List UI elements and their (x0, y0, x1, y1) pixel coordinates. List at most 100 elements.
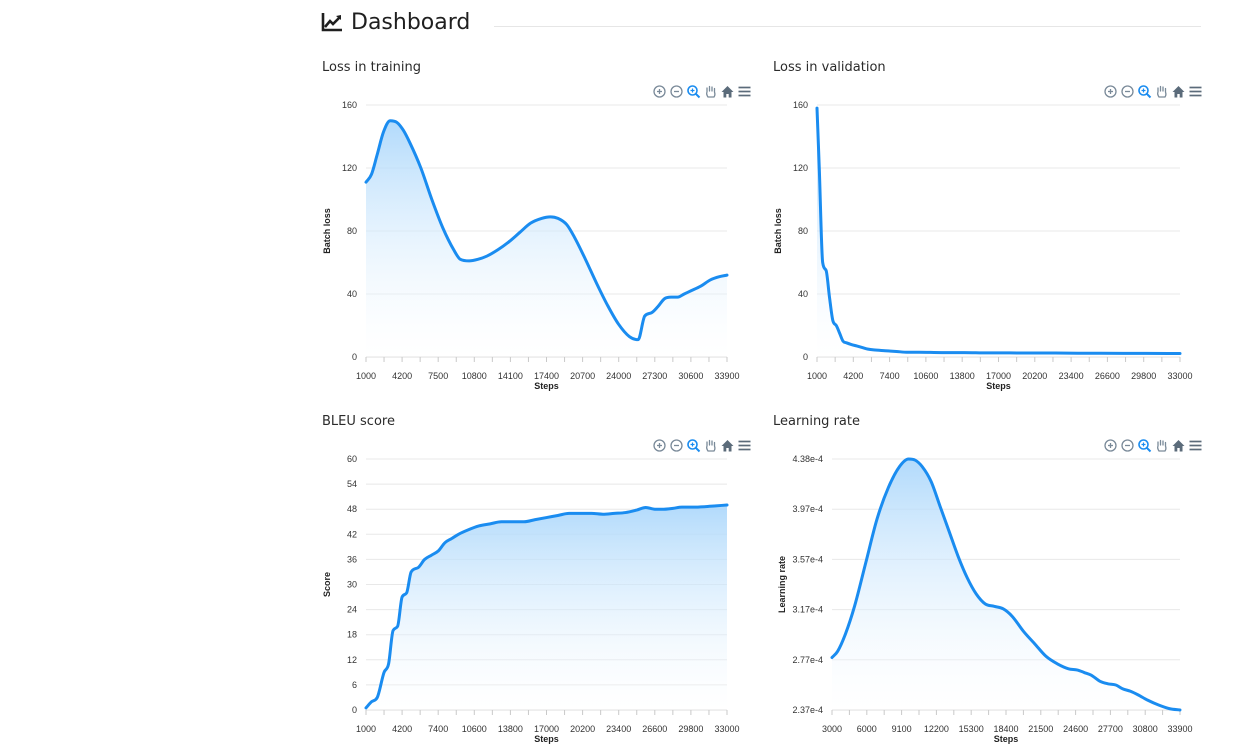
x-tick-label: 26600 (1095, 371, 1120, 381)
chart-toolbar (1103, 438, 1203, 456)
training-loss-panel: Loss in training 0 40 80 120 160 1000 4200 7500… (322, 60, 752, 400)
x-tick-label: 13800 (950, 371, 975, 381)
x-tick-label: 10600 (913, 371, 938, 381)
x-axis-title: Steps (994, 734, 1019, 744)
x-tick-label: 26600 (642, 724, 667, 734)
reset-home-icon[interactable] (1171, 84, 1186, 99)
x-tick-label: 24000 (606, 371, 631, 381)
pan-hand-icon[interactable] (703, 438, 718, 453)
panel-title: Learning rate (773, 414, 860, 429)
zoom-selection-icon[interactable] (1137, 438, 1152, 453)
series-area (832, 459, 1180, 710)
chart-toolbar (1103, 84, 1203, 102)
x-tick-label: 29800 (678, 724, 703, 734)
y-axis-title: Learning rate (777, 556, 787, 613)
series-area (366, 505, 727, 710)
learning-rate-panel: Learning rate 2.37e-4 2.77e-4 3.17e-4 3.57e… (773, 414, 1203, 754)
y-tick-label: 42 (347, 529, 357, 539)
y-axis-title: Batch loss (773, 208, 783, 254)
x-tick-label: 21500 (1028, 724, 1053, 734)
y-tick-label: 36 (347, 554, 357, 564)
menu-icon[interactable] (1188, 438, 1203, 453)
y-tick-label: 48 (347, 504, 357, 514)
menu-icon[interactable] (1188, 84, 1203, 99)
y-tick-label: 54 (347, 479, 357, 489)
series-line (830, 457, 1182, 712)
reset-home-icon[interactable] (720, 438, 735, 453)
y-tick-label: 6 (352, 680, 357, 690)
x-tick-label: 33000 (714, 724, 739, 734)
series-line (815, 106, 1182, 356)
x-tick-label: 20200 (570, 724, 595, 734)
x-tick-label: 17400 (534, 371, 559, 381)
x-axis-title: Steps (534, 734, 559, 744)
x-tick-label: 33000 (1167, 371, 1192, 381)
x-tick-label: 13800 (498, 724, 523, 734)
training-loss-chart: 0 40 80 120 160 1000 4200 7500 10800 14100 17400 20… (322, 100, 740, 391)
zoom-in-icon[interactable] (1103, 84, 1118, 99)
x-tick-label: 10600 (462, 724, 487, 734)
x-tick-label: 14100 (498, 371, 523, 381)
x-tick-label: 17000 (986, 371, 1011, 381)
menu-icon[interactable] (737, 438, 752, 453)
bleu-score-chart: 0 6 12 18 24 30 36 42 48 54 60 1000 4200 7400 10600 138… (322, 454, 740, 744)
pan-hand-icon[interactable] (1154, 438, 1169, 453)
panel-title: BLEU score (322, 414, 395, 429)
panel-title: Loss in training (322, 60, 421, 75)
reset-home-icon[interactable] (720, 84, 735, 99)
x-tick-label: 6000 (857, 724, 877, 734)
reset-home-icon[interactable] (1171, 438, 1186, 453)
pan-hand-icon[interactable] (1154, 84, 1169, 99)
y-tick-label: 160 (342, 100, 357, 110)
x-tick-label: 12200 (924, 724, 949, 734)
x-tick-label: 30800 (1133, 724, 1158, 734)
series-area (817, 108, 1180, 358)
x-tick-label: 7500 (428, 371, 448, 381)
zoom-out-icon[interactable] (669, 438, 684, 453)
y-tick-label: 12 (347, 655, 357, 665)
validation-loss-chart: 0 40 80 120 160 1000 4200 7400 10600 13800 17000 20… (773, 100, 1193, 391)
zoom-in-icon[interactable] (1103, 438, 1118, 453)
series-line (364, 503, 729, 710)
y-tick-label: 18 (347, 630, 357, 640)
y-tick-label: 2.77e-4 (792, 655, 823, 665)
zoom-out-icon[interactable] (1120, 84, 1135, 99)
y-tick-label: 60 (347, 454, 357, 464)
y-tick-label: 30 (347, 580, 357, 590)
x-tick-label: 15300 (959, 724, 984, 734)
series-line (364, 119, 729, 342)
zoom-out-icon[interactable] (669, 84, 684, 99)
series-area (366, 120, 727, 357)
menu-icon[interactable] (737, 84, 752, 99)
x-tick-label: 20700 (570, 371, 595, 381)
bleu-score-panel: BLEU score 0 6 12 18 24 30 36 42 48 54 60 1000 4200 7… (322, 414, 752, 754)
x-tick-label: 4200 (392, 371, 412, 381)
panel-title: Loss in validation (773, 60, 886, 75)
x-tick-label: 1000 (807, 371, 827, 381)
zoom-in-icon[interactable] (652, 438, 667, 453)
x-tick-label: 24600 (1063, 724, 1088, 734)
x-axis-title: Steps (986, 381, 1011, 391)
pan-hand-icon[interactable] (703, 84, 718, 99)
y-tick-label: 3.57e-4 (792, 554, 823, 564)
x-tick-label: 1000 (356, 371, 376, 381)
zoom-in-icon[interactable] (652, 84, 667, 99)
zoom-selection-icon[interactable] (686, 438, 701, 453)
line-chart-icon (321, 12, 343, 32)
y-tick-label: 0 (803, 352, 808, 362)
x-tick-label: 4200 (843, 371, 863, 381)
zoom-out-icon[interactable] (1120, 438, 1135, 453)
x-tick-label: 1000 (356, 724, 376, 734)
y-tick-label: 160 (793, 100, 808, 110)
y-tick-label: 40 (347, 289, 357, 299)
x-tick-label: 7400 (428, 724, 448, 734)
y-tick-label: 80 (347, 226, 357, 236)
x-tick-label: 20200 (1022, 371, 1047, 381)
zoom-selection-icon[interactable] (1137, 84, 1152, 99)
x-tick-label: 23400 (1059, 371, 1084, 381)
zoom-selection-icon[interactable] (686, 84, 701, 99)
y-tick-label: 0 (352, 705, 357, 715)
y-axis-title: Batch loss (322, 208, 332, 254)
y-tick-label: 2.37e-4 (792, 705, 823, 715)
y-tick-label: 0 (352, 352, 357, 362)
